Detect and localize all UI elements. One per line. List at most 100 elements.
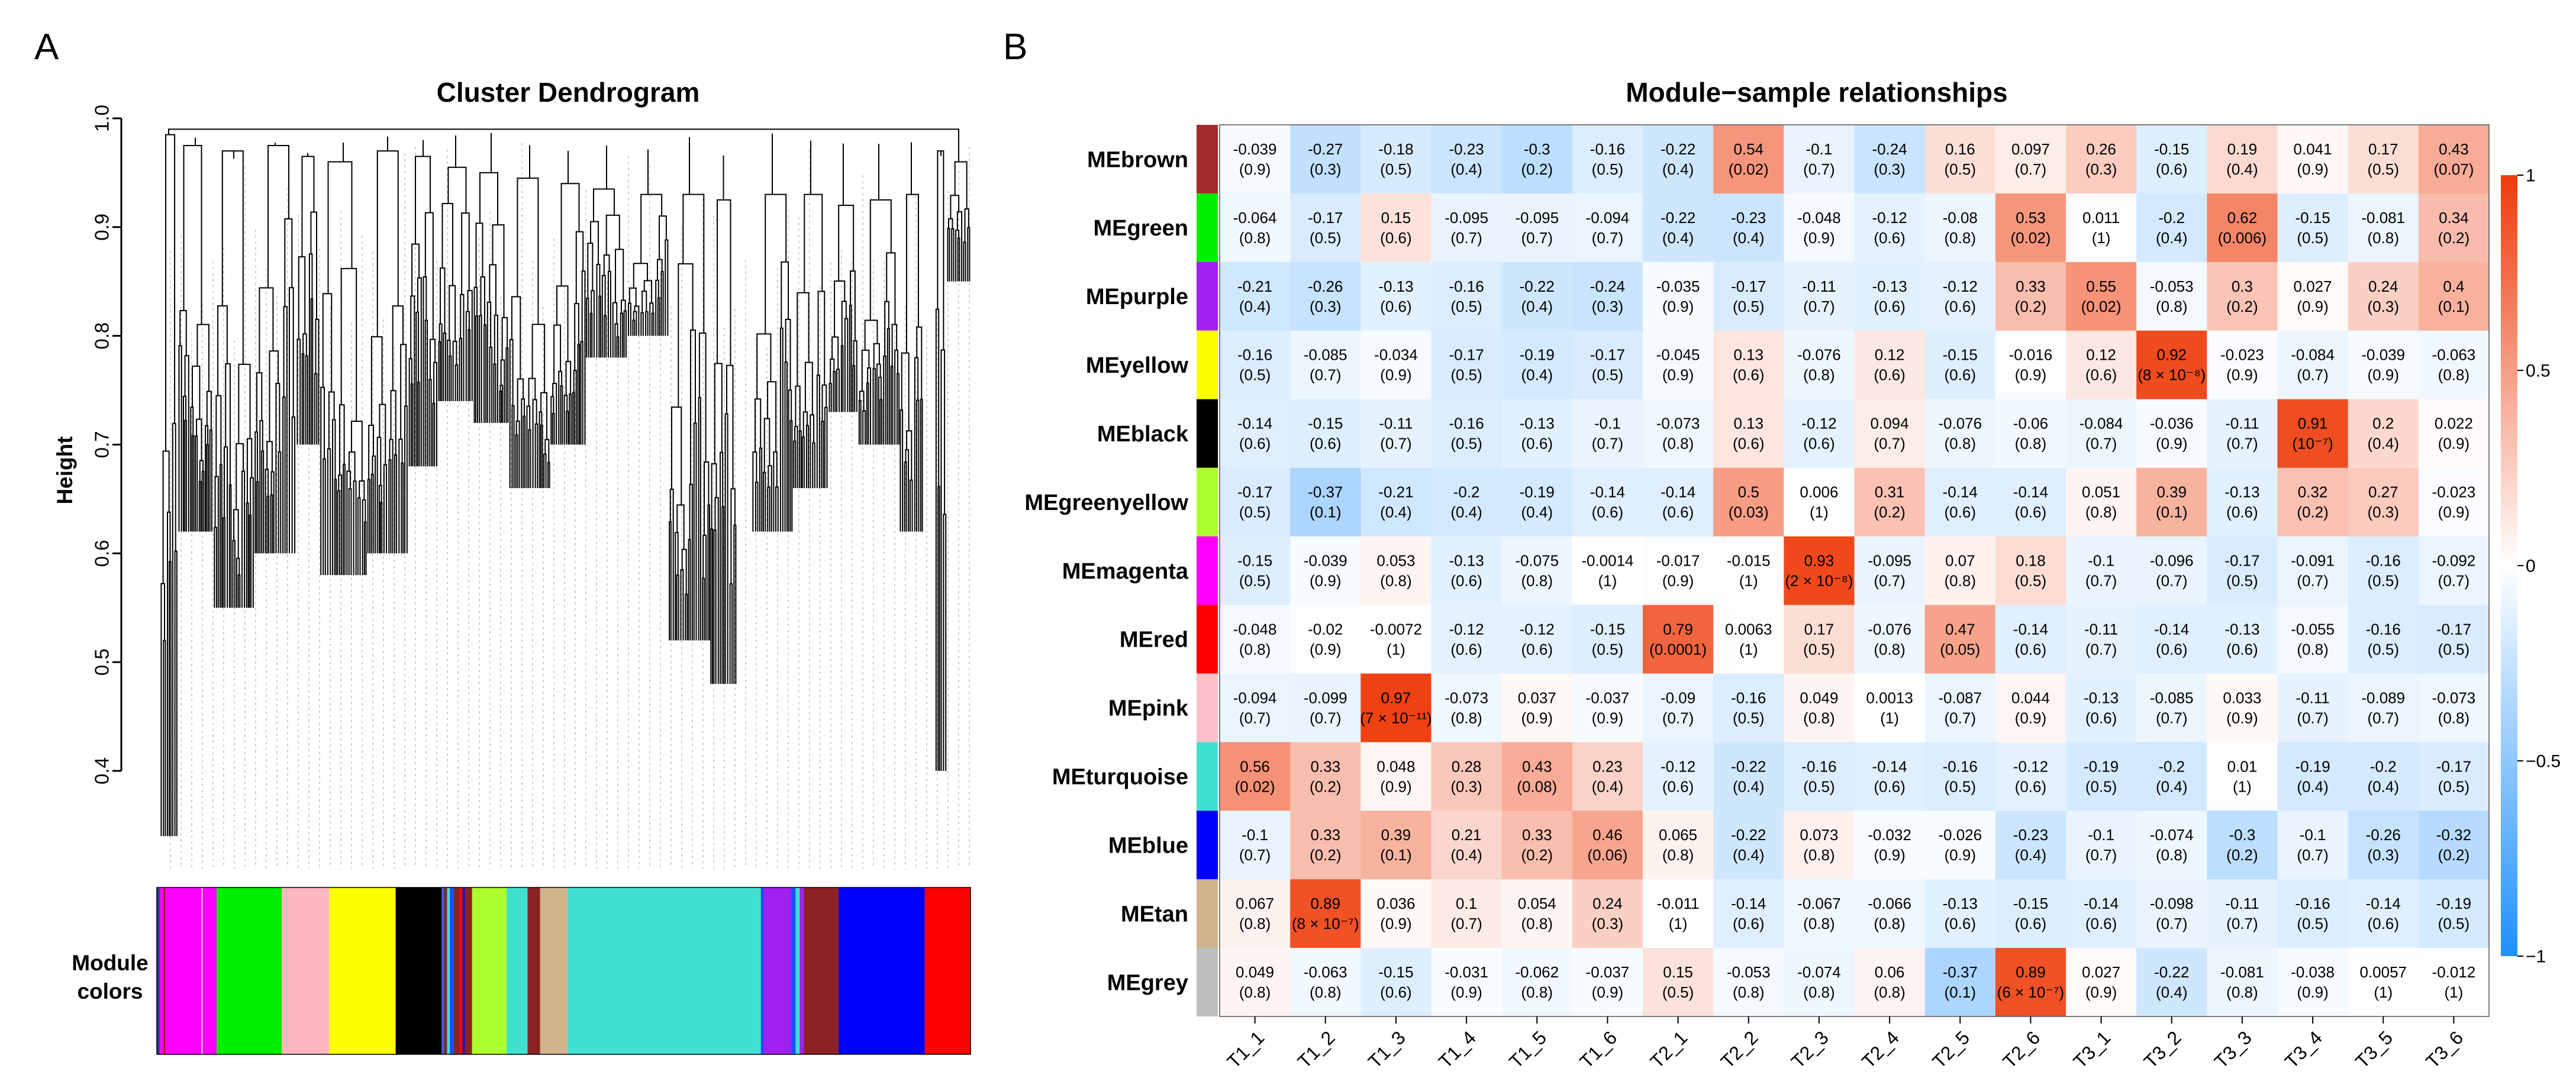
dendrogram-branch [678, 263, 694, 408]
dendrogram-branch [284, 218, 293, 307]
cell-pvalue: (0.9) [2297, 298, 2328, 315]
dendrogram-branch [454, 364, 459, 381]
column-label: T2_3 [1787, 1027, 1833, 1072]
heatmap-cell [1995, 399, 2066, 469]
dendrogram-branch [586, 298, 589, 314]
cell-value: -0.22 [1661, 140, 1695, 158]
heatmap-cell [1572, 879, 1643, 948]
cell-pvalue: (0.8) [1521, 983, 1553, 1001]
dendrogram-branch [195, 435, 198, 464]
row-label: MEpurple [1086, 285, 1188, 309]
heatmap-cell [2418, 262, 2490, 331]
cell-value: -0.039 [1233, 140, 1277, 158]
dendrogram-branch [587, 243, 594, 299]
heatmap-cell [1431, 673, 1503, 743]
cell-value: -0.26 [2366, 826, 2401, 844]
cell-value: -0.13 [2084, 689, 2119, 706]
cell-value: -0.15 [1590, 620, 1625, 638]
dendrogram-branch [441, 203, 453, 286]
dendrogram-branch [950, 195, 960, 219]
cell-pvalue: (0.5) [2297, 915, 2328, 932]
dendrogram-branch [616, 336, 620, 347]
dendrogram-branch [573, 370, 577, 398]
heatmap-cell [1431, 742, 1503, 811]
module-color-segment [760, 887, 764, 1054]
heatmap-cell [1713, 948, 1784, 1017]
heatmap-cell [2418, 811, 2490, 880]
colorbar-tick-label: 0.5 [2526, 362, 2551, 381]
dendrogram-branch [850, 270, 856, 341]
heatmap-cell [1924, 399, 1996, 469]
dendrogram-branch [909, 479, 913, 492]
heatmap-cell [2136, 536, 2207, 605]
cell-pvalue: (0.006) [2218, 229, 2267, 247]
dendrogram-branch [821, 421, 824, 453]
y-tick-label: 0.9 [91, 214, 113, 241]
dendrogram-branch [540, 424, 543, 448]
heatmap-cell [1713, 467, 1784, 537]
heatmap-cell [1995, 262, 2066, 331]
cell-value: -0.24 [1872, 140, 1907, 158]
heatmap-cell [2348, 399, 2419, 469]
cell-pvalue: (0.6) [1450, 572, 1482, 590]
dendrogram-tree [160, 128, 971, 869]
cell-value: 0.18 [2016, 552, 2046, 570]
cell-pvalue: (0.6) [2085, 915, 2117, 932]
heatmap-cell [1784, 948, 1855, 1017]
dendrogram-branch [620, 312, 624, 326]
cell-value: 0.33 [2016, 277, 2046, 295]
cell-pvalue: (0.5) [1803, 777, 1835, 795]
heatmap-cell [2277, 262, 2349, 331]
cell-value: 0.053 [1376, 552, 1415, 570]
dendrogram-branch [967, 227, 971, 241]
dendrogram-branch [676, 574, 679, 605]
cell-pvalue: (0.8) [1945, 572, 1976, 590]
heatmap-cell [1713, 879, 1784, 948]
cell-value: -0.17 [2224, 552, 2259, 570]
cell-pvalue: (0.5) [2015, 572, 2046, 590]
cell-value: 0.92 [2156, 346, 2187, 364]
dendrogram-branch [681, 548, 687, 595]
row-label: MEmagenta [1062, 559, 1189, 584]
cell-pvalue: (0.5) [1450, 298, 1482, 315]
dendrogram-branch [233, 509, 239, 559]
cell-value: 0.17 [2368, 140, 2398, 158]
dendrogram-branch [810, 414, 815, 446]
cell-pvalue: (0.4) [1662, 160, 1694, 178]
cell-pvalue: (0.7) [2085, 572, 2117, 590]
dendrogram-branch [449, 355, 452, 379]
heatmap-cell [1501, 399, 1573, 469]
cell-pvalue: (0.9) [2085, 983, 2117, 1001]
heatmap-cell [1290, 948, 1361, 1017]
cell-value: 0.91 [2298, 415, 2328, 433]
cell-pvalue: (0.5) [1945, 777, 1976, 795]
heatmap-cell [1360, 605, 1432, 674]
cell-value: -0.1 [1806, 140, 1833, 158]
dendrogram-branch [340, 267, 357, 422]
cell-value: -0.27 [1308, 140, 1343, 158]
dendrogram-branch [172, 422, 176, 629]
cell-pvalue: (0.7) [1662, 709, 1694, 727]
dendrogram-branch [515, 434, 518, 456]
cell-pvalue: (0.7) [1803, 298, 1835, 315]
cell-pvalue: (0.08) [1517, 777, 1557, 795]
dendrogram-branch [394, 454, 398, 501]
cell-pvalue: (0.8) [1521, 572, 1553, 590]
cell-pvalue: (0.7) [1380, 435, 1411, 453]
dendrogram-branch [415, 311, 420, 383]
cell-value: -0.3 [2229, 826, 2256, 844]
cell-value: 0.46 [1592, 826, 1623, 844]
heatmap-cell [2418, 330, 2490, 400]
cell-pvalue: (0.6) [1945, 915, 1976, 932]
dendrogram-branch [439, 323, 443, 342]
dendrogram-branch [794, 426, 798, 450]
dendrogram-branch [523, 415, 526, 450]
heatmap-cell [1360, 879, 1432, 948]
dendrogram-branch [680, 569, 684, 603]
heatmap-cell [1220, 879, 1291, 948]
dendrogram-branch [660, 270, 664, 301]
dendrogram-branch [844, 318, 849, 340]
heatmap-cell [1784, 536, 1855, 605]
dendrogram-branch [467, 290, 473, 325]
row-label: MEblack [1097, 422, 1189, 447]
